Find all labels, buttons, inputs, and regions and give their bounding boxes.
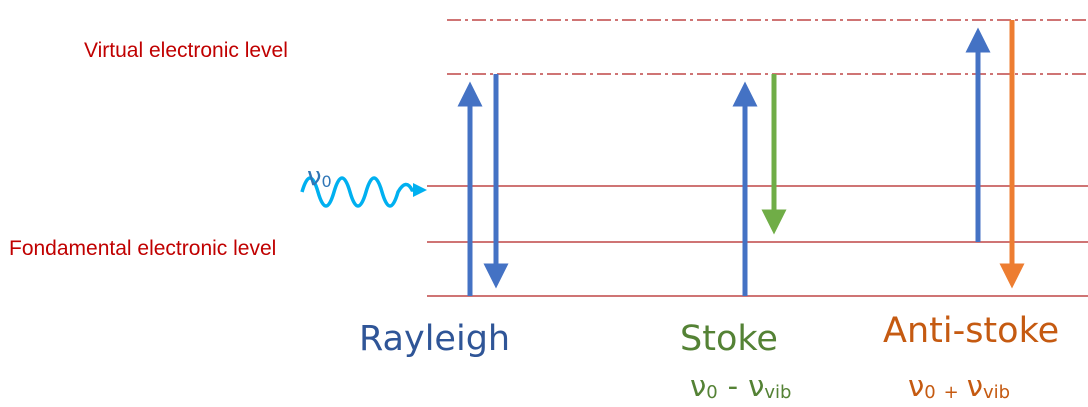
antistokes-frequency-formula: ν0 + νvib (908, 369, 1010, 403)
incident-frequency-label: ν0 (307, 162, 332, 192)
stokes-label: Stoke (680, 319, 778, 359)
virtual-level-label: Virtual electronic level (84, 39, 288, 62)
incident-wave-icon (300, 176, 427, 208)
stokes-frequency-formula: ν0- νvib (690, 369, 791, 403)
rayleigh-label: Rayleigh (359, 319, 510, 359)
antistokes-label: Anti-stoke (883, 311, 1059, 351)
fundamental-level-label: Fondamental electronic level (9, 237, 276, 260)
